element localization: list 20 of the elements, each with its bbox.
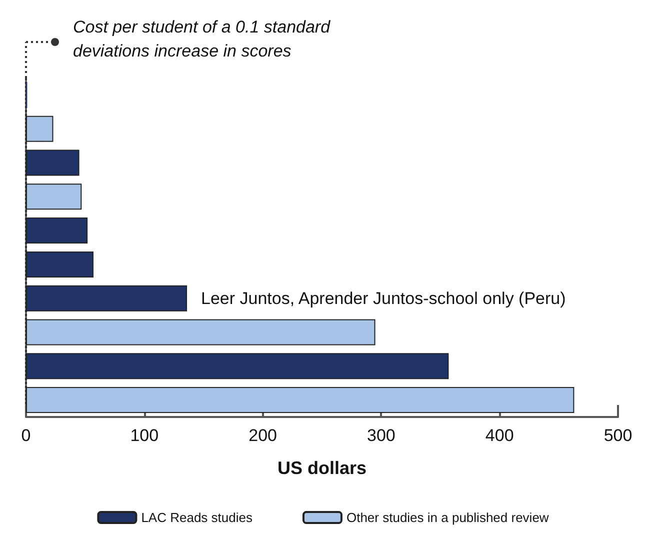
x-axis-title: US dollars [277, 458, 367, 478]
bar [26, 387, 574, 414]
bar [26, 353, 449, 380]
bar [26, 319, 376, 346]
bar [26, 150, 80, 176]
x-tick-label: 200 [248, 426, 277, 445]
x-tick-label: 100 [130, 426, 159, 445]
bar [26, 116, 54, 142]
x-tick-label: 300 [367, 426, 396, 445]
bar [26, 285, 188, 312]
x-tick-label: 0 [21, 426, 31, 445]
chart-title: Cost per student of a 0.1 standard deviations increase in scores [73, 18, 335, 60]
bar [26, 218, 88, 244]
x-tick-label: 500 [604, 426, 632, 445]
bar [26, 251, 94, 278]
bar [26, 184, 82, 210]
legend-label: Other studies in a published review [346, 510, 550, 525]
x-tick-label: 400 [485, 426, 514, 445]
legend-label: LAC Reads studies [141, 510, 253, 525]
annotation: Leer Juntos, Aprender Juntos-school only (Peru) [201, 288, 566, 308]
